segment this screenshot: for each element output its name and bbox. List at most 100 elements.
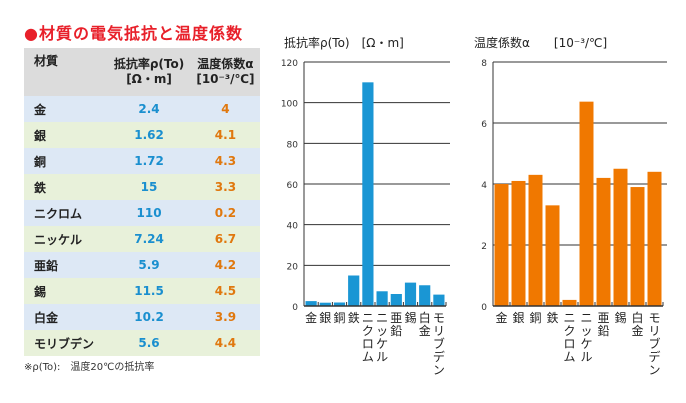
table-row: 銅 1.72 4.3 [24, 148, 260, 174]
x-tick-label: ニクロム [563, 311, 575, 364]
coef-cell: 4.3 [190, 148, 260, 174]
chart-title-resistivity: 抵抗率ρ(To) [Ω・m] [284, 36, 404, 50]
material-cell: ニッケル [24, 226, 108, 252]
chart-title-coef: 温度係数α [10⁻³/℃] [474, 36, 608, 50]
resistivity-cell: 15 [107, 174, 191, 200]
y-tick-label: 2 [481, 242, 487, 252]
x-tick-label: モリブデン [433, 311, 445, 377]
coef-cell: 3.3 [190, 174, 260, 200]
bar [376, 291, 388, 306]
y-tick-label: 80 [287, 140, 299, 150]
coef-cell: 4.4 [190, 330, 260, 356]
bar [433, 294, 445, 306]
y-tick-label: 6 [481, 120, 487, 130]
x-tick-label: 鉄 [546, 310, 558, 325]
bar [562, 299, 577, 306]
x-tick-label: 錫 [404, 310, 416, 325]
material-cell: 亜鉛 [24, 252, 108, 278]
header-resistivity: 抵抗率ρ(To) [Ω・m] [107, 48, 191, 96]
bar [579, 101, 594, 307]
table-row: 銀 1.62 4.1 [24, 122, 260, 148]
page-title: ●材質の電気抵抗と温度係数 [24, 24, 243, 43]
material-cell: ニクロム [24, 200, 108, 226]
resistivity-cell: 11.5 [107, 278, 191, 304]
x-tick-label: 銅 [529, 311, 541, 325]
y-tick-label: 0 [481, 303, 487, 313]
x-tick-label: ニクロム [362, 311, 374, 364]
coef-cell: 4.1 [190, 122, 260, 148]
x-tick-label: 金 [305, 310, 317, 325]
x-tick-label: ニッケル [376, 311, 388, 364]
material-cell: 銀 [24, 122, 108, 148]
table-row: 錫 11.5 4.5 [24, 278, 260, 304]
bar [596, 177, 611, 306]
bar [511, 180, 526, 306]
y-tick-label: 120 [281, 59, 298, 69]
bar [494, 184, 509, 306]
bar [630, 187, 645, 306]
material-cell: 鉄 [24, 174, 108, 200]
material-cell: 金 [24, 96, 108, 122]
bar [333, 302, 346, 306]
table-row: モリブデン 5.6 4.4 [24, 330, 260, 356]
x-tick-label: 銅 [333, 311, 345, 325]
header-resistivity-unit: [Ω・m] [126, 72, 172, 86]
bar [319, 302, 331, 306]
y-tick-label: 4 [481, 181, 487, 191]
table-row: 鉄 15 3.3 [24, 174, 260, 200]
header-coef: 温度係数α [10⁻³/℃] [190, 48, 260, 96]
resistivity-cell: 5.9 [107, 252, 191, 278]
resistivity-cell: 5.6 [107, 330, 191, 356]
table-row: 亜鉛 5.9 4.2 [24, 252, 260, 278]
bar [348, 275, 360, 306]
x-tick-label: 白金 [419, 310, 431, 338]
coef-cell: 4.5 [190, 278, 260, 304]
table-row: 金 2.4 4 [24, 96, 260, 122]
bar [528, 174, 543, 306]
coef-cell: 4 [190, 96, 260, 122]
x-tick-label: 銀 [512, 311, 524, 325]
bar [404, 282, 417, 306]
coef-cell: 0.2 [190, 200, 260, 226]
header-coef-unit: [10⁻³/℃] [196, 72, 255, 86]
x-tick-label: モリブデン [648, 311, 660, 377]
x-tick-label: 鉄 [348, 310, 360, 325]
y-tick-label: 60 [287, 181, 299, 191]
table-row: ニクロム 110 0.2 [24, 200, 260, 226]
bar [613, 168, 628, 306]
x-tick-label: 錫 [614, 310, 626, 325]
x-tick-label: 白金 [631, 310, 643, 338]
resistivity-cell: 10.2 [107, 304, 191, 330]
x-tick-label: ニッケル [580, 311, 592, 364]
header-resistivity-label: 抵抗率ρ(To) [113, 57, 185, 71]
x-tick-label: 亜鉛 [390, 311, 402, 338]
header-material: 材質 [24, 48, 108, 96]
y-tick-label: 20 [287, 262, 299, 272]
table-row: 白金 10.2 3.9 [24, 304, 260, 330]
resistivity-cell: 1.62 [107, 122, 191, 148]
materials-table: 材質 抵抗率ρ(To) [Ω・m] 温度係数α [10⁻³/℃] 金 2.4 4 銀 1.6… [24, 48, 260, 356]
material-cell: 白金 [24, 304, 108, 330]
bar [419, 285, 431, 306]
bar [647, 171, 662, 306]
y-tick-label: 40 [287, 222, 299, 232]
resistivity-cell: 110 [107, 200, 191, 226]
resistivity-cell: 1.72 [107, 148, 191, 174]
y-tick-label: 8 [481, 59, 487, 69]
resistivity-cell: 7.24 [107, 226, 191, 252]
material-cell: モリブデン [24, 330, 108, 356]
y-tick-label: 0 [292, 303, 298, 313]
resistivity-cell: 2.4 [107, 96, 191, 122]
bar [362, 82, 374, 306]
x-tick-label: 金 [495, 310, 507, 325]
coef-cell: 3.9 [190, 304, 260, 330]
x-tick-label: 銀 [319, 311, 331, 325]
y-tick-label: 100 [281, 100, 298, 110]
table-row: ニッケル 7.24 6.7 [24, 226, 260, 252]
material-cell: 錫 [24, 278, 108, 304]
material-cell: 銅 [24, 148, 108, 174]
header-coef-label: 温度係数α [197, 57, 254, 71]
coef-cell: 4.2 [190, 252, 260, 278]
footnote: ※ρ(To): 温度20℃の抵抗率 [24, 362, 155, 373]
